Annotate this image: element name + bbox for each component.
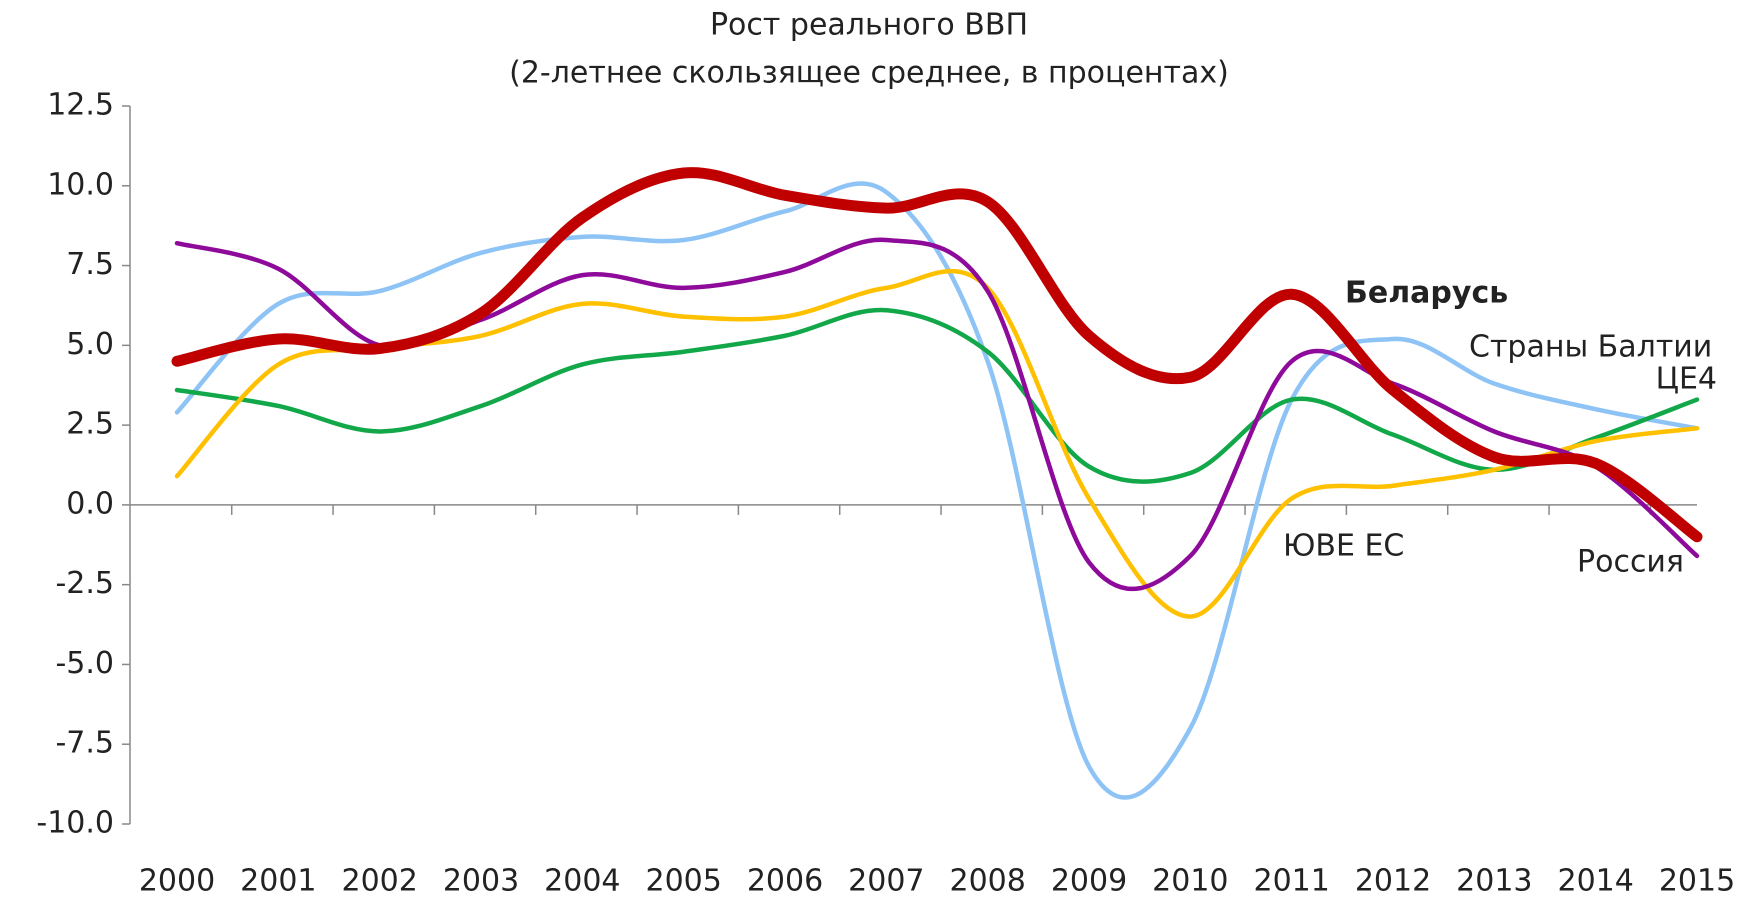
y-tick-label: -2.5 bbox=[55, 566, 114, 601]
x-tick-label: 2011 bbox=[1253, 864, 1329, 897]
chart-title: Рост реального ВВП bbox=[710, 8, 1028, 43]
y-tick-label: -10.0 bbox=[36, 806, 114, 841]
series-label: Страны Балтии bbox=[1469, 330, 1712, 365]
x-tick-label: 2007 bbox=[848, 864, 924, 897]
x-tick-label: 2008 bbox=[949, 864, 1025, 897]
x-tick-label: 2014 bbox=[1557, 864, 1633, 897]
chart-subtitle: (2-летнее скользящее среднее, в процента… bbox=[509, 56, 1229, 91]
series-label: ЦЕ4 bbox=[1656, 362, 1717, 397]
x-tick-label: 2005 bbox=[645, 864, 721, 897]
x-tick-label: 2001 bbox=[240, 864, 316, 897]
x-tick-label: 2004 bbox=[544, 864, 620, 897]
series-line bbox=[174, 181, 1700, 800]
x-tick-label: 2013 bbox=[1456, 864, 1532, 897]
y-tick-label: 5.0 bbox=[66, 327, 114, 362]
x-tick-label: 2006 bbox=[747, 864, 823, 897]
series-label: ЮВЕ ЕС bbox=[1283, 529, 1404, 564]
x-tick-label: 2015 bbox=[1659, 864, 1735, 897]
y-tick-label: 10.0 bbox=[47, 167, 114, 202]
x-tick-label: 2012 bbox=[1355, 864, 1431, 897]
series-label: Беларусь bbox=[1345, 276, 1508, 311]
x-tick-label: 2002 bbox=[341, 864, 417, 897]
y-tick-label: -5.0 bbox=[55, 646, 114, 681]
y-tick-label: 7.5 bbox=[66, 247, 114, 282]
y-tick-label: -7.5 bbox=[55, 726, 114, 761]
series-line bbox=[174, 268, 1700, 619]
y-tick-label: 2.5 bbox=[66, 407, 114, 442]
series-line bbox=[174, 307, 1700, 484]
y-tick-label: 12.5 bbox=[47, 88, 114, 123]
series-label: Россия bbox=[1577, 545, 1684, 580]
x-tick-label: 2010 bbox=[1152, 864, 1228, 897]
x-tick-label: 2003 bbox=[443, 864, 519, 897]
x-tick-label: 2000 bbox=[139, 864, 215, 897]
x-tick-label: 2009 bbox=[1051, 864, 1127, 897]
y-tick-label: 0.0 bbox=[66, 486, 114, 521]
series-line bbox=[171, 167, 1703, 543]
